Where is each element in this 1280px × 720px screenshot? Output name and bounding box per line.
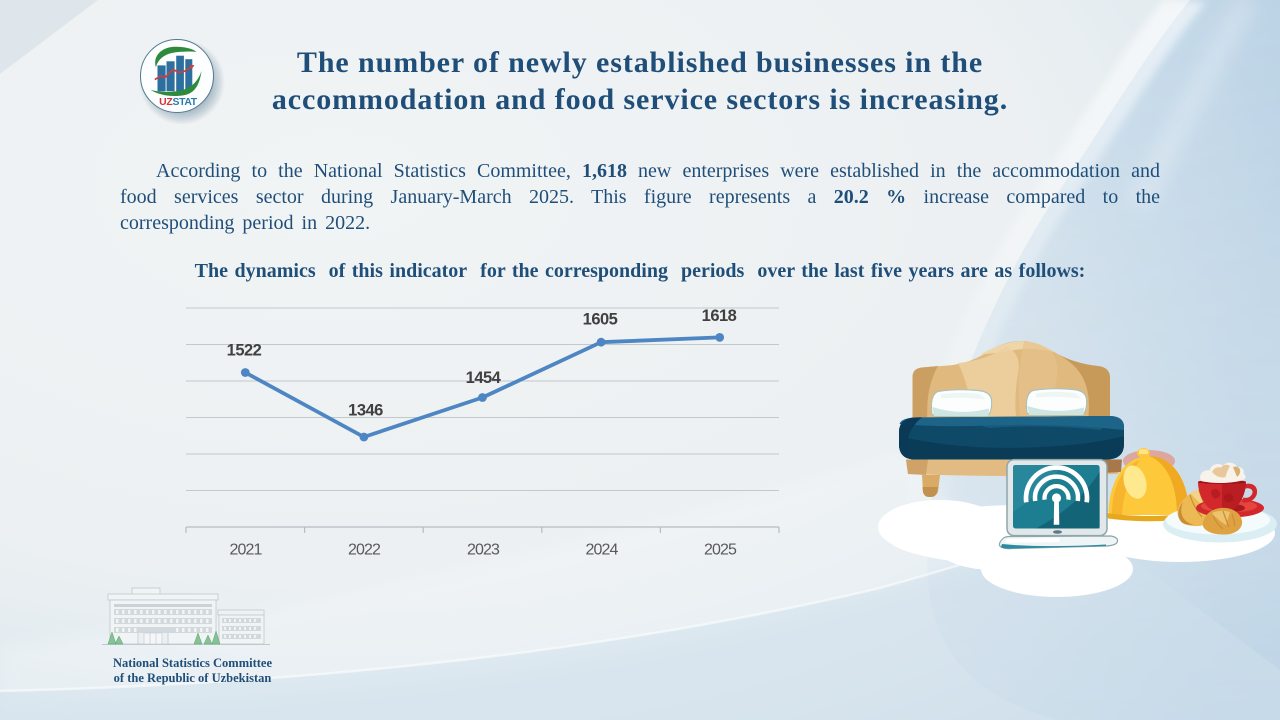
svg-text:2023: 2023 (467, 542, 500, 559)
svg-text:2025: 2025 (704, 542, 737, 559)
svg-text:1346: 1346 (348, 402, 383, 420)
svg-text:2024: 2024 (586, 542, 619, 559)
svg-text:1618: 1618 (702, 307, 737, 325)
svg-text:2022: 2022 (348, 542, 381, 559)
svg-text:1454: 1454 (466, 369, 502, 387)
svg-text:2021: 2021 (230, 542, 263, 559)
svg-text:1605: 1605 (583, 311, 618, 329)
svg-text:1522: 1522 (227, 342, 262, 360)
svg-text:UZSTAT: UZSTAT (159, 97, 198, 108)
